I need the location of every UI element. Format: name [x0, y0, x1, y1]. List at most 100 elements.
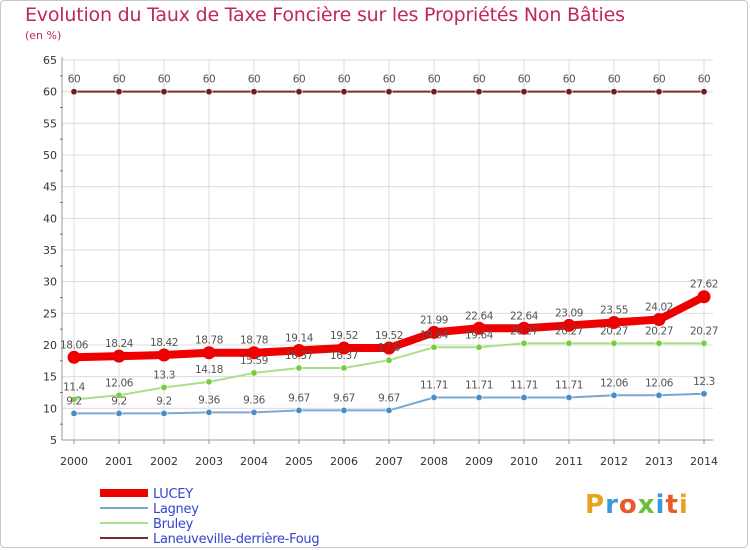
x-tick-label: 2011 [555, 455, 583, 468]
data-label: 60 [428, 74, 441, 86]
data-point [565, 339, 573, 347]
data-point [295, 364, 303, 372]
data-label: 9.2 [66, 395, 82, 407]
data-label: 19.52 [330, 330, 358, 342]
data-label: 19.52 [375, 330, 403, 342]
data-labels: 60 60 60 60 60 60 60 60 60 60 60 60 60 60 60 11.4 12.06 1… [60, 74, 718, 408]
y-tick-label: 25 [43, 307, 57, 320]
data-label: 60 [383, 74, 396, 86]
y-tick-label: 20 [43, 339, 57, 352]
data-label: 20.27 [555, 325, 583, 337]
y-tick-label: 45 [43, 181, 57, 194]
data-label: 60 [518, 74, 531, 86]
data-point [427, 325, 441, 339]
data-label: 60 [248, 74, 261, 86]
data-point [70, 409, 78, 417]
data-point [160, 409, 168, 417]
data-point [250, 408, 258, 416]
x-tick-label: 2005 [285, 455, 313, 468]
data-point [340, 364, 348, 372]
data-point [520, 88, 528, 96]
data-point [247, 346, 261, 360]
data-point [652, 313, 666, 327]
data-label: 17.6 [378, 342, 400, 354]
y-tick-label: 65 [43, 54, 57, 67]
y-tick-label: 15 [43, 371, 57, 384]
legend: LUCEYLagneyBruleyLaneuveville-derrière-F… [100, 487, 320, 547]
data-point [385, 88, 393, 96]
data-label: 9.67 [288, 392, 310, 404]
proxiti-logo: Proxiti [585, 490, 689, 520]
data-point [337, 341, 351, 355]
y-tick-label: 10 [43, 402, 57, 415]
data-label: 16.37 [330, 350, 358, 362]
y-tick-label: 60 [43, 86, 57, 99]
data-label: 9.67 [378, 392, 400, 404]
data-point [565, 88, 573, 96]
data-label: 16.37 [285, 350, 313, 362]
logo-letter: x [637, 490, 656, 520]
chart-subtitle: (en %) [25, 29, 62, 42]
data-point [382, 341, 396, 355]
legend-label: Lagney [153, 502, 199, 517]
data-label: 60 [653, 74, 666, 86]
logo-letter: i [655, 490, 666, 520]
data-label: 60 [113, 74, 126, 86]
data-point [610, 391, 618, 399]
logo-letter: i [678, 490, 689, 520]
data-label: 18.06 [60, 339, 89, 351]
data-point [697, 290, 711, 304]
data-label: 9.36 [243, 394, 265, 406]
logo-letter: P [585, 490, 606, 520]
y-tick-label: 40 [43, 212, 57, 225]
data-point [655, 339, 663, 347]
x-tick-label: 2007 [375, 455, 403, 468]
data-point [475, 343, 483, 351]
data-point [295, 88, 303, 96]
data-point [700, 339, 708, 347]
data-point [430, 394, 438, 402]
data-point [157, 348, 171, 362]
y-tick-label: 50 [43, 149, 57, 162]
data-label: 19.64 [465, 329, 494, 341]
data-point [115, 409, 123, 417]
x-tick-label: 2008 [420, 455, 448, 468]
series-layer [67, 88, 711, 417]
data-point [250, 369, 258, 377]
x-tick-label: 2012 [600, 455, 628, 468]
data-label: 21.99 [420, 314, 448, 326]
data-point [250, 88, 258, 96]
data-label: 11.71 [555, 380, 583, 392]
data-label: 11.71 [420, 380, 448, 392]
data-label: 60 [473, 74, 486, 86]
data-label: 60 [563, 74, 576, 86]
x-tick-label: 2013 [645, 455, 673, 468]
data-label: 11.4 [63, 381, 85, 393]
data-label: 18.78 [240, 335, 268, 347]
axes: 5 10 15 20 25 30 35 40 45 50 55 60 65 2000 2001 2002 200… [43, 54, 718, 468]
data-label: 9.2 [111, 395, 127, 407]
legend-label: Laneuveville-derrière-Foug [153, 532, 319, 547]
data-point [472, 321, 486, 335]
data-point [112, 349, 126, 363]
data-label: 9.67 [333, 392, 355, 404]
data-point [205, 408, 213, 416]
data-label: 11.71 [510, 380, 538, 392]
data-point [160, 88, 168, 96]
logo-letter: o [618, 490, 638, 520]
data-point [385, 356, 393, 364]
data-point [562, 318, 576, 332]
data-point [205, 88, 213, 96]
logo-letter: r [605, 490, 619, 520]
data-label: 20.27 [645, 325, 673, 337]
data-point [70, 88, 78, 96]
data-label: 22.64 [465, 310, 494, 322]
x-tick-label: 2003 [195, 455, 223, 468]
data-point [205, 378, 213, 386]
logo-letter: t [665, 490, 679, 520]
legend-label: Bruley [153, 517, 194, 532]
x-tick-label: 2001 [105, 455, 133, 468]
data-label: 27.62 [690, 279, 718, 291]
data-label: 12.06 [105, 377, 134, 389]
data-point [655, 88, 663, 96]
